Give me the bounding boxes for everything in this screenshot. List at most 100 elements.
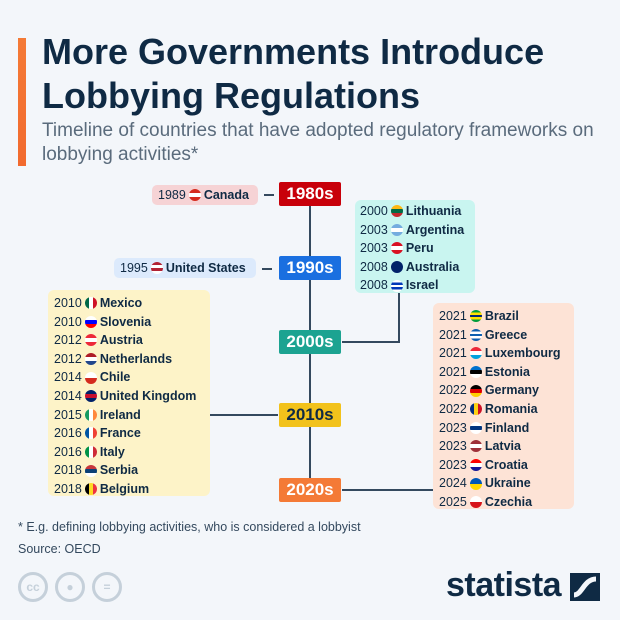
country-entry: 2018 Serbia — [54, 461, 204, 480]
adoption-year: 2012 — [54, 333, 82, 348]
flag-italy-icon — [84, 446, 97, 459]
country-entry: 2016 Italy — [54, 443, 204, 462]
decade-label-2010s: 2010s — [279, 403, 341, 427]
flag-united-states-icon — [150, 262, 163, 274]
country-name: United Kingdom — [99, 388, 197, 403]
country-name: France — [99, 426, 141, 441]
adoption-year: 2018 — [54, 463, 82, 478]
flag-finland-icon — [469, 421, 482, 434]
adoption-year: 2015 — [54, 407, 82, 422]
country-name: Estonia — [484, 364, 530, 379]
flag-serbia-icon — [84, 464, 97, 477]
country-name: Czechia — [484, 494, 533, 509]
adoption-year: 2014 — [54, 388, 82, 403]
connector-1980s — [264, 194, 274, 196]
adoption-year: 2008 — [360, 278, 388, 293]
country-entry: 2012 Austria — [54, 331, 204, 350]
flag-lithuania-icon — [390, 205, 403, 218]
flag-luxembourg-icon — [469, 347, 482, 360]
country-name: Australia — [405, 259, 460, 274]
country-name: Croatia — [484, 457, 528, 472]
flag-latvia-icon — [469, 440, 482, 453]
group-2010s: 2010 Mexico 2010 Slovenia 2012 Austria 2012 Net… — [48, 290, 210, 496]
flag-peru-icon — [390, 242, 403, 255]
flag-netherlands-icon — [84, 353, 97, 366]
country-entry: 2018 Belgium — [54, 480, 204, 499]
decade-label-1980s: 1980s — [279, 182, 341, 206]
flag-slovenia-icon — [84, 315, 97, 328]
country-entry: 2016 France — [54, 424, 204, 443]
country-entry: 2021 Brazil — [439, 307, 568, 326]
country-entry: 2023 Latvia — [439, 437, 568, 456]
country-entry: 2015 Ireland — [54, 406, 204, 425]
adoption-year: 2021 — [439, 364, 467, 379]
country-name: Ireland — [99, 407, 141, 422]
country-entry: 2010 Mexico — [54, 294, 204, 313]
country-name: Latvia — [484, 439, 521, 454]
country-entry: 2021 Luxembourg — [439, 344, 568, 363]
country-name: Ukraine — [484, 476, 531, 491]
adoption-year: 2024 — [439, 476, 467, 491]
group-2000s: 2000 Lithuania 2003 Argentina 2003 Peru 2008 Au… — [355, 200, 475, 293]
adoption-year: 2018 — [54, 481, 82, 496]
country-name: Germany — [484, 383, 540, 398]
country-name: Mexico — [99, 296, 143, 310]
adoption-year: 2021 — [439, 346, 467, 361]
page-title: More Governments Introduce Lobbying Regu… — [42, 31, 545, 116]
decade-label-2000s: 2000s — [279, 330, 341, 354]
country-name: Finland — [484, 420, 530, 435]
adoption-year: 2010 — [54, 296, 82, 310]
country-name: United States — [165, 261, 246, 275]
country-entry: 2010 Slovenia — [54, 313, 204, 332]
flag-austria-icon — [84, 334, 97, 347]
country-name: Israel — [405, 278, 439, 293]
flag-ukraine-icon — [469, 477, 482, 490]
adoption-year: 2025 — [439, 494, 467, 509]
country-name: Lithuania — [405, 204, 462, 218]
source: Source: OECD — [18, 542, 101, 556]
country-entry: 2021 Greece — [439, 326, 568, 345]
country-entry: 2021 Estonia — [439, 363, 568, 382]
country-entry: 2000 Lithuania — [360, 202, 470, 221]
adoption-year: 1989 — [158, 188, 186, 202]
flag-canada-icon — [188, 189, 201, 201]
country-entry: 2003 Argentina — [360, 221, 470, 240]
country-entry: 2024 Ukraine — [439, 474, 568, 493]
connector-2000s-vertical — [398, 292, 400, 343]
flag-australia-icon — [390, 261, 403, 274]
flag-estonia-icon — [469, 366, 482, 379]
country-entry: 2023 Croatia — [439, 456, 568, 475]
flag-belgium-icon — [84, 483, 97, 496]
adoption-year: 2003 — [360, 241, 388, 256]
adoption-year: 2010 — [54, 314, 82, 329]
group-2020s: 2021 Brazil 2021 Greece 2021 Luxembourg 2021 Es… — [433, 303, 574, 509]
country-entry: 2008 Israel — [360, 276, 470, 295]
adoption-year: 2023 — [439, 457, 467, 472]
flag-croatia-icon — [469, 459, 482, 472]
statista-logo: statista — [446, 566, 562, 604]
country-name: Peru — [405, 241, 434, 256]
flag-mexico-icon — [84, 297, 97, 310]
accent-bar — [18, 38, 26, 166]
flag-chile-icon — [84, 371, 97, 384]
flag-ireland-icon — [84, 408, 97, 421]
country-name: Italy — [99, 444, 125, 459]
country-name: Slovenia — [99, 314, 152, 329]
adoption-year: 2000 — [360, 204, 388, 218]
flag-romania-icon — [469, 403, 482, 416]
adoption-year: 2014 — [54, 370, 82, 385]
nd-icon: = — [92, 572, 122, 602]
country-entry: 2022 Romania — [439, 400, 568, 419]
adoption-year: 2022 — [439, 401, 467, 416]
flag-israel-icon — [390, 279, 403, 292]
group-1980s: 1989 Canada — [152, 185, 258, 205]
country-name: Chile — [99, 370, 131, 385]
flag-france-icon — [84, 427, 97, 440]
country-entry: 2012 Netherlands — [54, 350, 204, 369]
by-icon: ● — [55, 572, 85, 602]
country-entry: 2014 Chile — [54, 368, 204, 387]
adoption-year: 2023 — [439, 439, 467, 454]
adoption-year: 2022 — [439, 383, 467, 398]
country-entry: 2022 Germany — [439, 381, 568, 400]
country-name: Canada — [203, 188, 249, 202]
